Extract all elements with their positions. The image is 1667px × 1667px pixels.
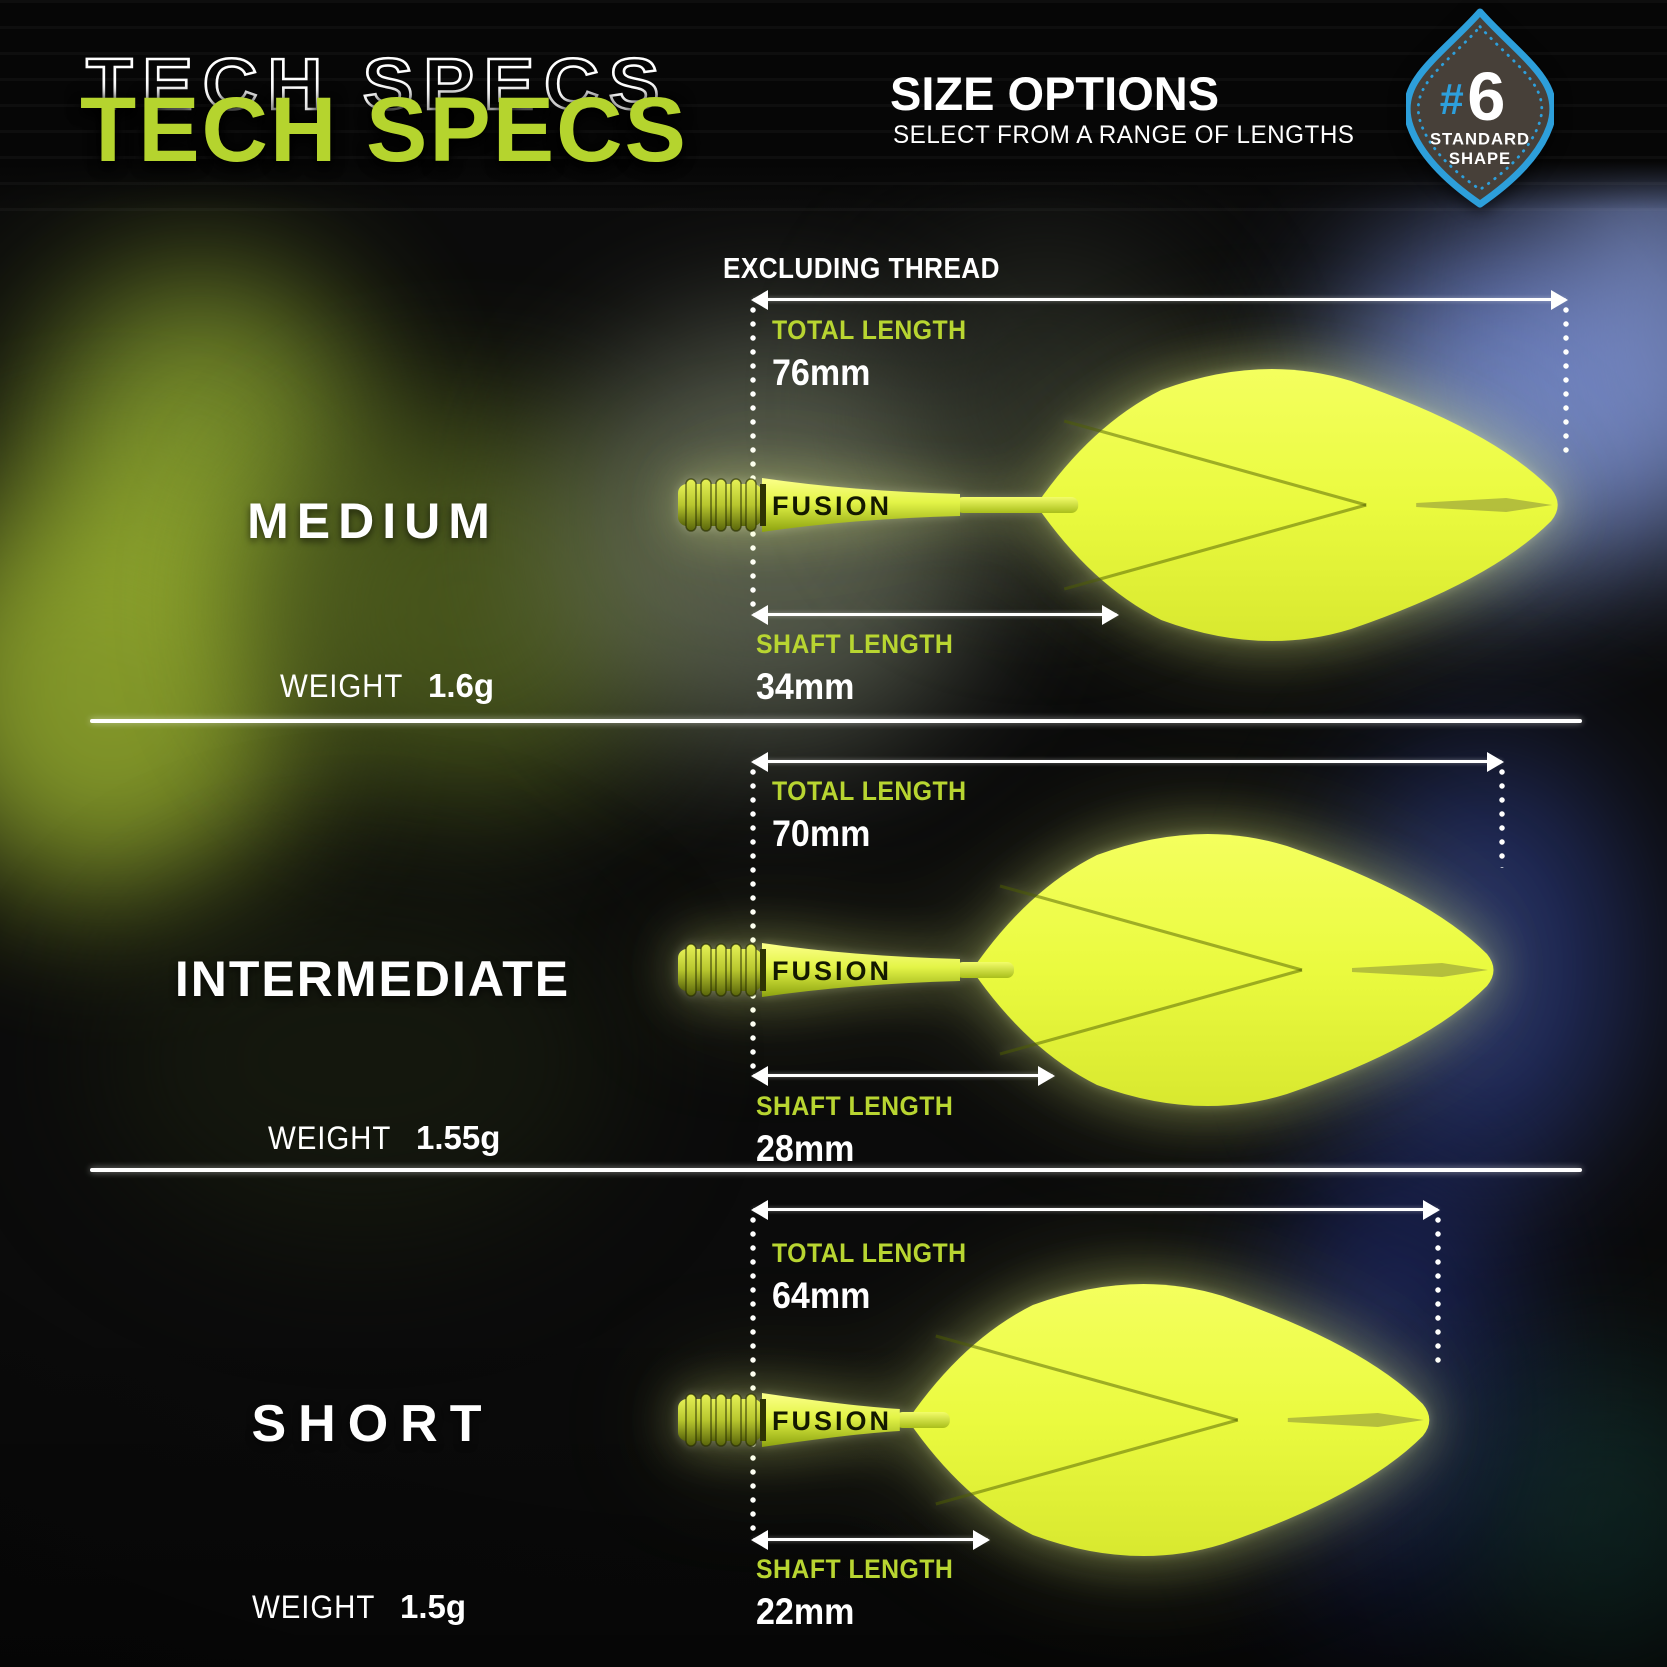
section-divider — [90, 719, 1582, 723]
weight-spec: WEIGHT 1.6g — [280, 667, 494, 705]
size-section-short: TOTAL LENGTH 64mm FUSION SHAFT LENGTH 22… — [0, 1172, 1667, 1667]
shaft-length-label: SHAFT LENGTH — [756, 1554, 954, 1584]
reference-line-right — [1563, 306, 1570, 456]
standard-shape-badge: # 6 STANDARD SHAPE — [1406, 8, 1554, 208]
badge-number: 6 — [1467, 58, 1505, 135]
weight-spec: WEIGHT 1.5g — [252, 1588, 466, 1626]
size-name: MEDIUM — [247, 493, 498, 549]
badge-line1: STANDARD — [1430, 129, 1530, 148]
badge-hash: # — [1440, 76, 1464, 124]
flight-shape — [1036, 368, 1558, 642]
shaft-length-label: SHAFT LENGTH — [756, 1091, 954, 1121]
weight-spec: WEIGHT 1.55g — [268, 1119, 500, 1157]
header-band — [0, 0, 1667, 212]
total-length-value: 76mm — [772, 352, 871, 393]
reference-line-right — [1434, 1216, 1441, 1366]
reference-line-left — [750, 768, 756, 1074]
weight-value: 1.55g — [415, 1119, 501, 1156]
shaft-length-arrow — [753, 613, 1117, 616]
dart-illustration-short: FUSION — [678, 1283, 1430, 1557]
dart-illustration-medium: FUSION — [678, 368, 1558, 642]
section-divider — [90, 1168, 1582, 1172]
total-length-label: TOTAL LENGTH — [772, 776, 967, 806]
weight-label: WEIGHT — [268, 1120, 392, 1156]
size-name: SHORT — [251, 1395, 494, 1453]
fusion-brand-text: FUSION — [772, 1406, 892, 1436]
weight-label: WEIGHT — [252, 1589, 376, 1625]
badge-line2: SHAPE — [1449, 149, 1511, 168]
weight-value: 1.5g — [399, 1588, 467, 1625]
total-length-spec: TOTAL LENGTH 70mm — [772, 776, 984, 855]
size-name: INTERMEDIATE — [174, 951, 571, 1007]
badge-dotted-border — [1416, 24, 1544, 192]
size-options-heading: SIZE OPTIONS — [890, 67, 1220, 120]
shaft-length-arrow — [753, 1074, 1053, 1077]
shaft-length-value: 28mm — [756, 1128, 855, 1169]
size-options-subtitle: SELECT FROM A RANGE OF LENGTHS — [893, 121, 1355, 149]
flight-shape — [972, 833, 1494, 1107]
total-length-spec: TOTAL LENGTH 76mm — [772, 315, 984, 394]
excluding-thread-label: EXCLUDING THREAD — [723, 253, 1000, 285]
reference-line-left — [750, 306, 756, 613]
shaft-length-spec: SHAFT LENGTH 34mm — [756, 629, 971, 708]
total-length-arrow — [753, 760, 1502, 763]
flight-shape-icon — [1406, 8, 1554, 208]
size-section-medium: EXCLUDING THREAD TOTAL LENGTH 76mm FUSIO… — [0, 205, 1667, 723]
page-title-outline: TECH SPECS — [85, 44, 670, 127]
total-length-label: TOTAL LENGTH — [772, 315, 967, 345]
total-length-spec: TOTAL LENGTH 64mm — [772, 1238, 984, 1317]
total-length-arrow — [753, 298, 1567, 301]
fusion-brand-text: FUSION — [772, 491, 892, 521]
weight-label: WEIGHT — [280, 668, 404, 704]
total-length-arrow — [753, 1208, 1438, 1211]
shaft-length-spec: SHAFT LENGTH 22mm — [756, 1554, 971, 1633]
fusion-brand-text: FUSION — [772, 956, 892, 986]
size-section-intermediate: TOTAL LENGTH 70mm FUSION SHAFT LENGTH 28… — [0, 723, 1667, 1172]
shaft-length-label: SHAFT LENGTH — [756, 629, 954, 659]
shaft-length-arrow — [753, 1538, 989, 1541]
page-title: TECH SPECS — [80, 79, 688, 181]
total-length-value: 64mm — [772, 1275, 871, 1316]
shaft-length-value: 34mm — [756, 666, 855, 707]
reference-line-left — [750, 1216, 756, 1538]
total-length-value: 70mm — [772, 813, 871, 854]
weight-value: 1.6g — [427, 667, 495, 704]
reference-line-right — [1499, 768, 1505, 868]
dart-illustration-intermediate: FUSION — [678, 833, 1494, 1107]
flight-shape — [907, 1283, 1430, 1557]
shaft-length-value: 22mm — [756, 1591, 855, 1632]
shaft-length-spec: SHAFT LENGTH 28mm — [756, 1091, 971, 1170]
total-length-label: TOTAL LENGTH — [772, 1238, 967, 1268]
